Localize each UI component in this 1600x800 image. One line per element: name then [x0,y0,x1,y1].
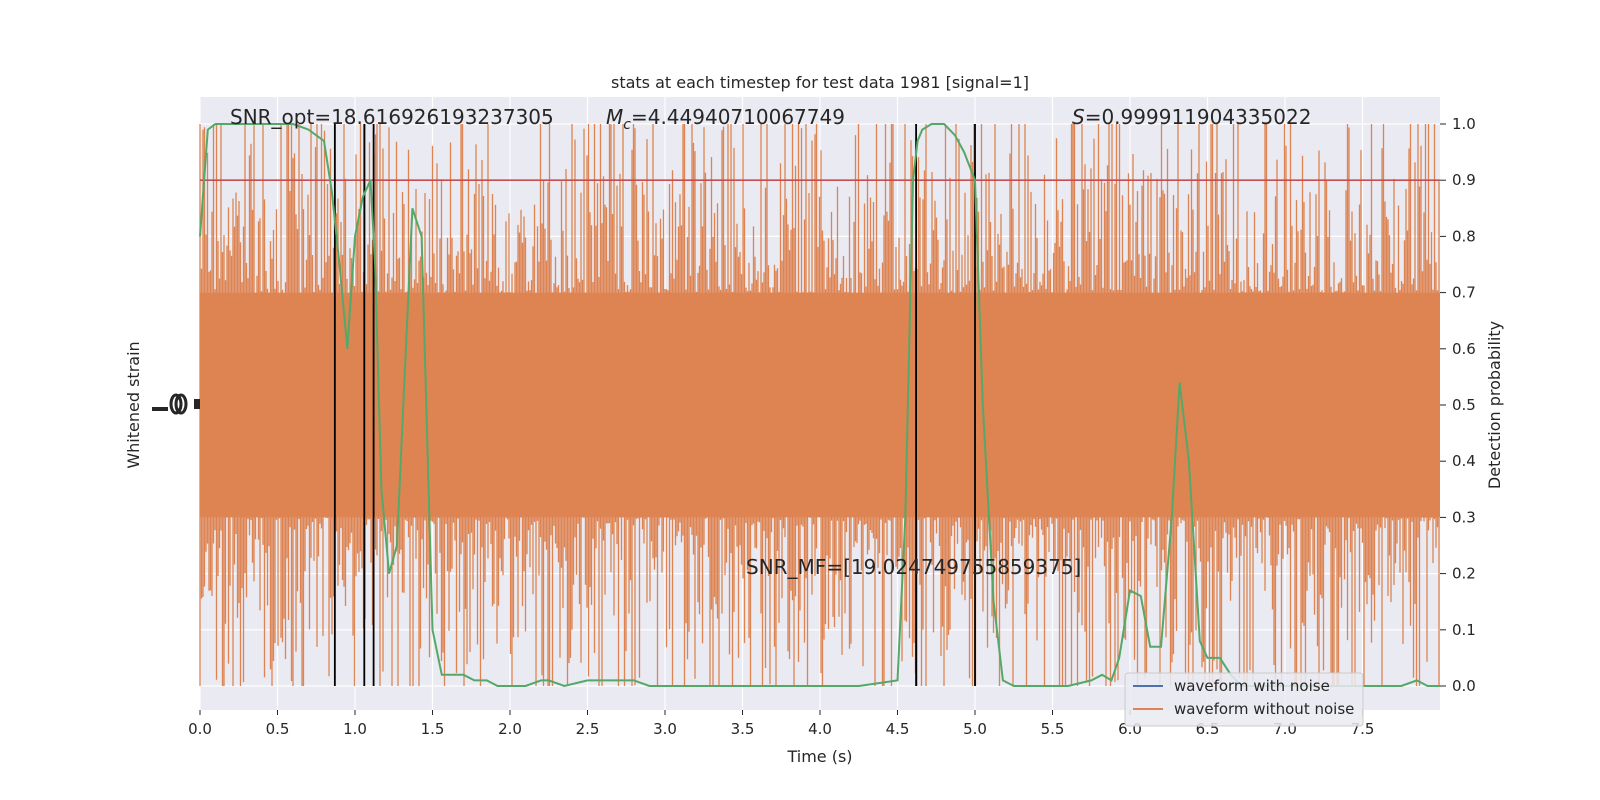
x-axis-ticks: 0.0 0.5 1.0 1.5 2.0 2.5 3.0 3.5 4.0 4.5 5.0 5.5 6.0 6… [188,710,1374,738]
x-tick-label: 5.0 [963,720,987,738]
chirp-mass-annotation: Mc=4.44940710067749 [606,105,845,133]
match-annotation: S=0.999911904335022 [1072,105,1311,129]
right-axis-ticks: 0.0 0.1 0.2 0.3 0.4 0.5 0.6 0.7 0.8 0.9 1.0 [1440,115,1476,695]
y-tick-label: 0.2 [1452,565,1476,583]
x-tick-label: 4.0 [808,720,832,738]
x-tick-label: 4.5 [886,720,910,738]
y-tick-label: 0.3 [1452,508,1476,526]
y-tick-label: 1.0 [1452,115,1476,133]
legend: waveform with noise waveform without noi… [1124,672,1364,727]
detection-probability-line [199,123,1440,688]
y-tick-label: 0.4 [1452,452,1476,470]
y-tick-label: 0.6 [1452,340,1476,358]
x-tick-label: 5.5 [1041,720,1065,738]
legend-label-clean: waveform without noise [1174,700,1354,718]
left-axis-label: Whitened strain [124,341,143,468]
x-tick-label: 3.5 [731,720,755,738]
x-tick-label: 1.0 [343,720,367,738]
y-tick-label: 0.1 [1452,621,1476,639]
y-tick-label: 0.8 [1452,227,1476,245]
y-tick-label: 0.5 [1452,396,1476,414]
chart-title: stats at each timestep for test data 198… [611,73,1029,92]
x-tick-label: 0.0 [188,720,212,738]
y-tick-label: 0.9 [1452,171,1476,189]
legend-label-noise: waveform with noise [1174,677,1330,695]
legend-box [1124,672,1364,727]
right-axis-label: Detection probability [1485,321,1504,489]
x-tick-label: 0.5 [266,720,290,738]
x-tick-label: 2.0 [498,720,522,738]
x-tick-label: 3.0 [653,720,677,738]
left-axis-ticks [152,393,200,415]
snr-mf-annotation: SNR_MF=[19.024749755859375] [746,555,1081,579]
x-tick-label: 2.5 [576,720,600,738]
x-axis-label: Time (s) [786,747,852,766]
x-tick-label: 1.5 [421,720,445,738]
y-tick-label: 0.7 [1452,284,1476,302]
snr-opt-annotation: SNR_opt=18.616926193237305 [230,105,554,129]
y-tick-label: 0.0 [1452,677,1476,695]
